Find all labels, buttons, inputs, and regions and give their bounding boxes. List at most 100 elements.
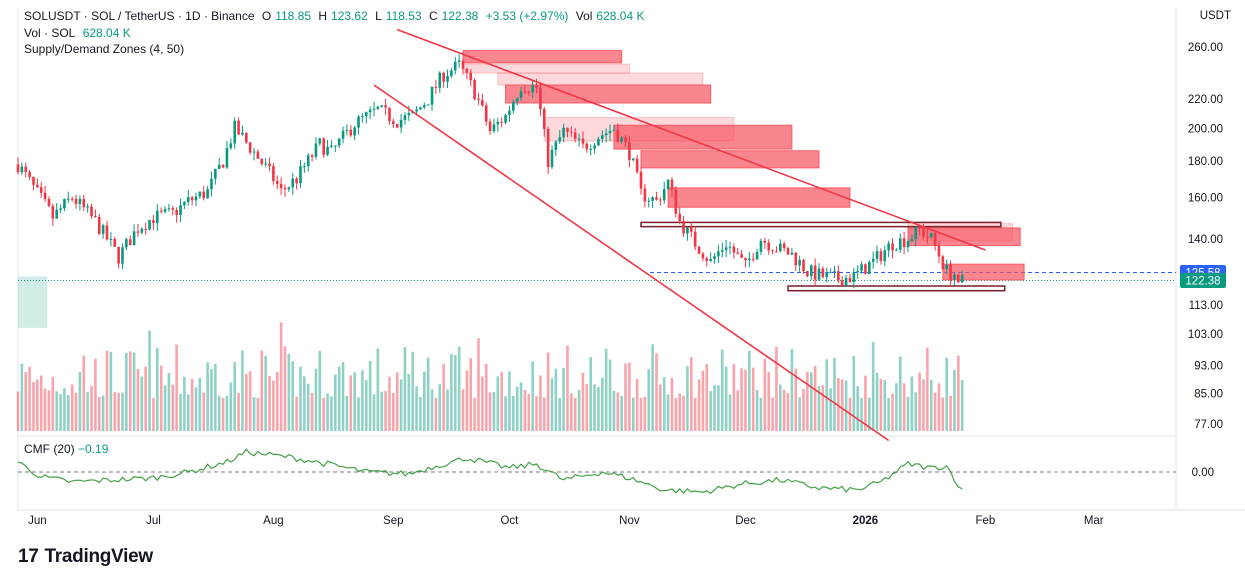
- volume-bar: [887, 397, 890, 431]
- cmf-legend[interactable]: CMF (20) −0.19: [24, 442, 108, 456]
- candle: [902, 231, 906, 254]
- volume-bar: [214, 363, 217, 431]
- volume-bar: [457, 346, 461, 431]
- candle: [837, 265, 840, 284]
- volume-bar: [318, 350, 322, 431]
- candle: [384, 98, 387, 116]
- volume-bar: [291, 361, 295, 431]
- outlined-zone: [787, 285, 1006, 292]
- volume-bar: [86, 392, 89, 431]
- volume-bar: [450, 353, 453, 431]
- candle: [813, 258, 817, 285]
- volume-bar: [620, 395, 623, 431]
- candle: [515, 97, 519, 106]
- candle: [74, 194, 78, 209]
- volume-legend[interactable]: Vol · SOL 628.04 K: [24, 26, 135, 40]
- trendline[interactable]: [396, 28, 986, 251]
- volume-bar: [113, 392, 117, 431]
- volume-bar: [794, 368, 798, 431]
- trendlines: [373, 28, 986, 442]
- candle: [840, 276, 844, 286]
- volume-bar: [419, 397, 422, 431]
- candle: [728, 241, 732, 255]
- volume-bar: [461, 389, 465, 431]
- volume-bar: [453, 355, 457, 431]
- vol-label: Vol: [575, 9, 593, 23]
- symbol-title[interactable]: SOLUSDT · SOL / TetherUS · 1D · Binance: [24, 9, 255, 23]
- candle: [345, 124, 349, 136]
- volume-bar: [589, 357, 592, 431]
- candle: [330, 140, 333, 149]
- volume-bar: [361, 370, 364, 431]
- candle: [848, 273, 852, 283]
- cmf-label: CMF (20): [24, 442, 75, 456]
- candle: [237, 117, 240, 136]
- candle: [20, 162, 24, 175]
- volume-bar: [225, 395, 229, 431]
- candle: [349, 125, 353, 138]
- volume-bar: [144, 366, 147, 431]
- volume-bar: [55, 391, 58, 431]
- volume-bar: [245, 374, 248, 431]
- high-value: 123.62: [331, 9, 368, 23]
- time-tick-label: Aug: [263, 515, 283, 527]
- candle: [233, 117, 236, 149]
- candle: [221, 164, 225, 169]
- supply-demand-zones: [18, 50, 1025, 328]
- volume-bar: [16, 391, 20, 431]
- candle: [368, 106, 372, 119]
- volume-bar: [430, 389, 434, 431]
- volume-bar: [36, 379, 39, 431]
- candle: [291, 172, 295, 195]
- candle: [941, 254, 945, 271]
- volume-bar: [833, 357, 836, 431]
- candle: [786, 246, 790, 255]
- candle: [767, 239, 770, 255]
- candle: [929, 232, 933, 240]
- volume-bar: [59, 394, 62, 431]
- candle: [620, 135, 623, 144]
- volume-bar: [732, 364, 736, 431]
- candle: [306, 153, 310, 172]
- volume-bar: [473, 397, 476, 431]
- volume-bar: [531, 361, 534, 431]
- candle: [751, 252, 755, 263]
- candle: [678, 207, 681, 225]
- volume-bar: [171, 384, 175, 431]
- time-tick-label: Dec: [735, 515, 756, 527]
- volume-bar: [384, 391, 387, 431]
- volume-bar: [906, 396, 910, 431]
- candle: [434, 79, 438, 95]
- candle: [299, 160, 302, 189]
- volume-bar: [287, 353, 291, 431]
- candle: [512, 99, 515, 114]
- trendline[interactable]: [373, 84, 890, 442]
- tradingview-logo[interactable]: 17 TradingView: [18, 546, 153, 568]
- candle: [310, 153, 314, 162]
- candle: [864, 263, 867, 275]
- volume-bar: [368, 360, 372, 431]
- candle: [419, 106, 422, 110]
- volume-bar: [314, 368, 318, 431]
- volume-bar: [310, 392, 314, 431]
- volume-bar: [186, 394, 190, 431]
- volume-bar: [322, 397, 325, 431]
- volume-bar: [701, 370, 705, 431]
- candle: [910, 234, 914, 242]
- candle: [481, 93, 484, 107]
- candle: [809, 264, 813, 281]
- volume-bar: [334, 374, 337, 431]
- candle: [341, 126, 345, 144]
- supply-zone: [667, 187, 851, 208]
- currency-label[interactable]: USDT: [1199, 10, 1231, 22]
- candle: [260, 158, 264, 166]
- candle: [732, 243, 736, 259]
- indicator-legend[interactable]: Supply/Demand Zones (4, 50): [24, 42, 188, 56]
- close-value: 122.38: [441, 9, 479, 23]
- volume-bar: [67, 394, 70, 431]
- volume-bar: [871, 342, 875, 431]
- volume-bar: [678, 393, 681, 431]
- volume-bar: [601, 377, 604, 431]
- supply-zone: [613, 124, 793, 150]
